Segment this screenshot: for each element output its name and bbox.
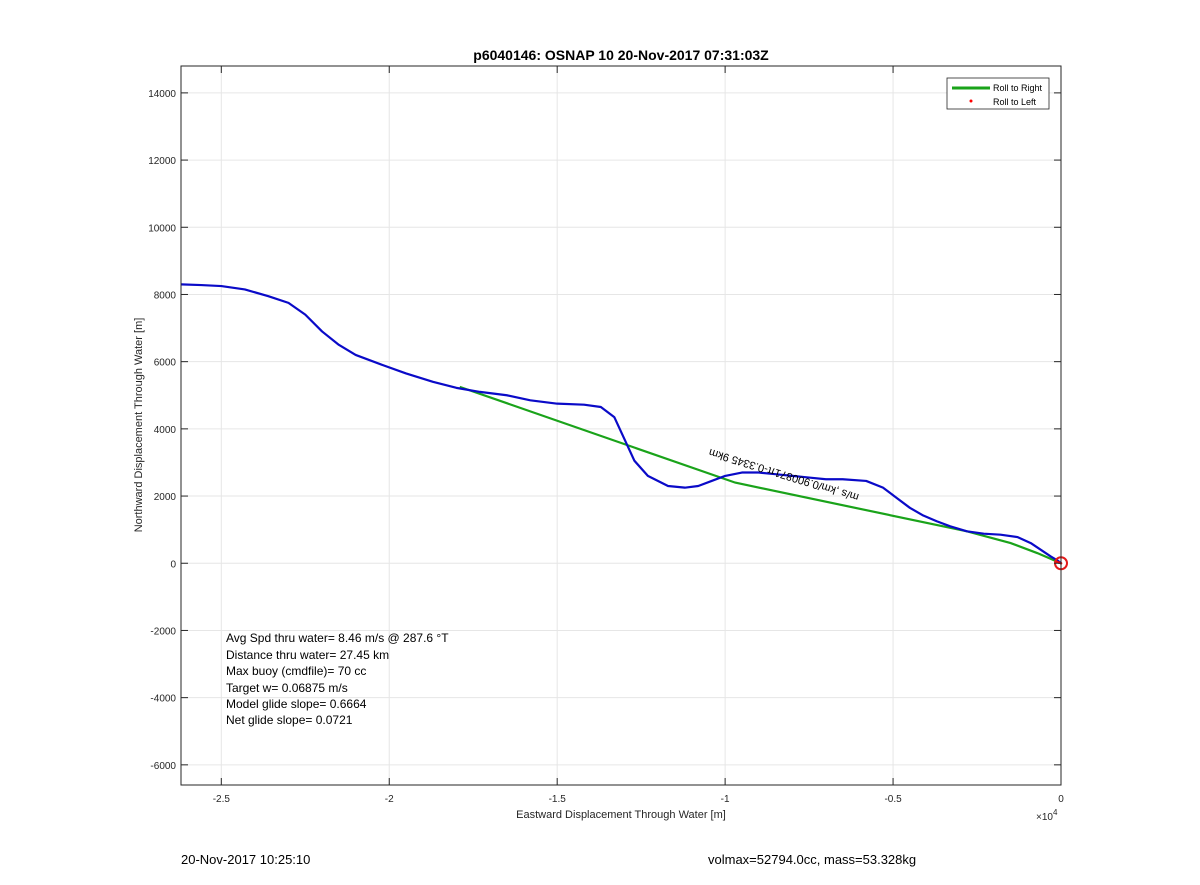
x-axis-exponent: ×104 [1036, 808, 1058, 823]
y-tick-label: 4000 [154, 425, 177, 436]
series-roll-to-right-line [459, 385, 1062, 565]
y-tick-label: 12000 [148, 156, 176, 167]
legend: Roll to Right Roll to Left [946, 77, 1050, 110]
y-axis-label: Northward Displacement Through Water [m] [133, 318, 145, 533]
svg-text:×104: ×104 [1036, 808, 1058, 823]
y-tick-label: 10000 [148, 223, 176, 234]
annotation-target-w: Target w= 0.06875 m/s [226, 681, 348, 695]
annotation-net-glide: Net glide slope= 0.0721 [226, 713, 353, 727]
annotation-model-glide: Model glide slope= 0.6664 [226, 697, 367, 711]
y-tick-label: -6000 [150, 761, 176, 772]
footer-timestamp: 20-Nov-2017 10:25:10 [181, 852, 311, 867]
x-tick-label: -1 [721, 794, 730, 805]
x-tick-label: -1.5 [549, 794, 567, 805]
legend-swatch-roll-left [969, 99, 973, 103]
y-tick-label: 14000 [148, 89, 176, 100]
legend-label-roll-left: Roll to Left [993, 97, 1037, 107]
y-tick-label: -4000 [150, 694, 176, 705]
x-tick-label: 0 [1058, 794, 1064, 805]
x-tick-label: -2 [385, 794, 394, 805]
annotation-distance: Distance thru water= 27.45 km [226, 648, 389, 662]
footer-vehicle-info: volmax=52794.0cc, mass=53.328kg [708, 852, 917, 867]
x-tick-label: -0.5 [884, 794, 902, 805]
stats-annotations: Avg Spd thru water= 8.46 m/s @ 287.6 °T … [226, 631, 449, 727]
axes-frame [180, 65, 1062, 786]
glider-track-line [180, 283, 1062, 565]
y-tick-label: 2000 [154, 492, 177, 503]
x-tick-label: -2.5 [213, 794, 231, 805]
chart-title: p6040146: OSNAP 10 20-Nov-2017 07:31:03Z [473, 47, 769, 63]
legend-box [946, 77, 1050, 110]
y-tick-label: 6000 [154, 358, 177, 369]
y-tick-label: 0 [170, 559, 176, 570]
y-tick-label: -2000 [150, 626, 176, 637]
axis-ticks: -2.5 -2 -1.5 -1 -0.5 0 -6000 -4000 -2000 0 2000 400… [148, 66, 1064, 805]
y-tick-label: 8000 [154, 290, 177, 301]
annotation-avg-speed: Avg Spd thru water= 8.46 m/s @ 287.6 °T [226, 631, 449, 645]
x-axis-label: Eastward Displacement Through Water [m] [516, 809, 726, 821]
legend-label-roll-right: Roll to Right [993, 83, 1043, 93]
annotation-max-buoy: Max buoy (cmdfile)= 70 cc [226, 664, 366, 678]
